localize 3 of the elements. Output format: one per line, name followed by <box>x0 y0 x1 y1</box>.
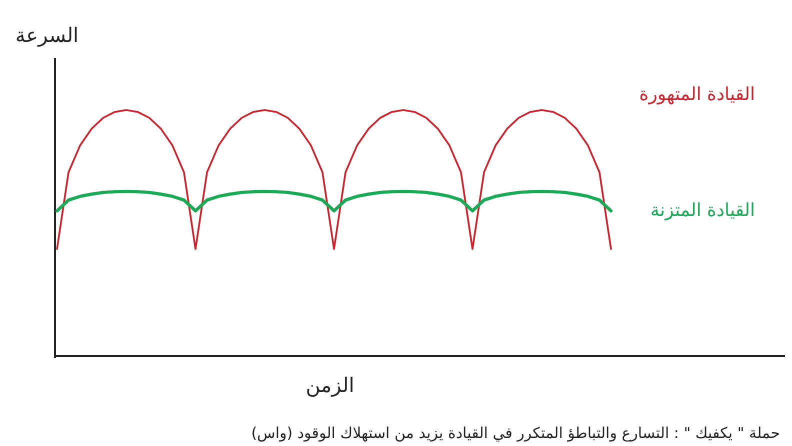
annotation: حملة " يكفيك " : التسارع والتباطؤ المتكرر في القيادة يزيد من استهلاك الوقود (واس) <box>251 424 780 442</box>
ylabel: السرعة <box>15 23 79 47</box>
xlabel: الزمن <box>306 373 354 397</box>
